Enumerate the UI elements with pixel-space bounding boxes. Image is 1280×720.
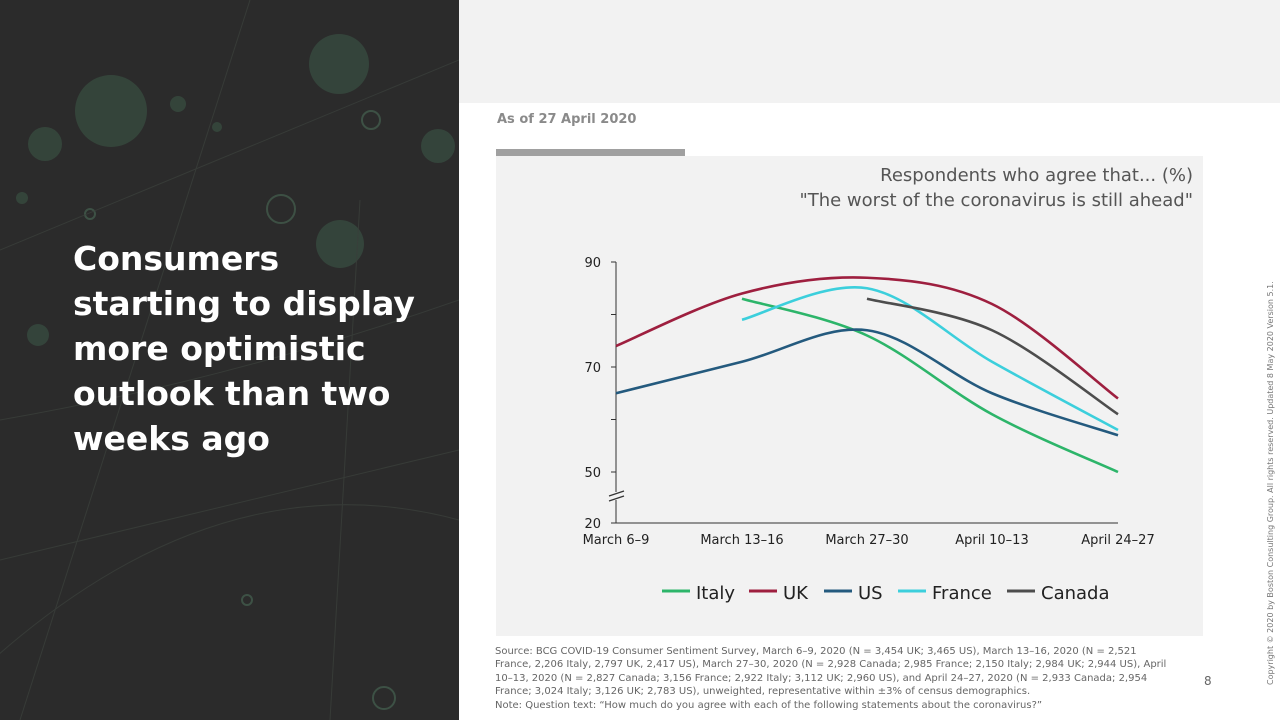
series-line-canada <box>866 297 1119 416</box>
as-of-date: As of 27 April 2020 <box>497 112 637 127</box>
y-tick-label: 70 <box>584 361 601 376</box>
source-text: Source: BCG COVID-19 Consumer Sentiment … <box>495 646 1167 698</box>
x-tick-label: April 24–27 <box>1081 533 1154 548</box>
chart-legend: Italy UK US France Canada <box>662 583 1110 604</box>
line-chart: 20 50 70 90 March 6–9 March 13–16 March 27–30… <box>583 256 1155 604</box>
slide-headline: Consumers starting to display more optim… <box>73 239 415 458</box>
chart-panel: 20 50 70 90 March 6–9 March 13–16 March 27–30… <box>496 156 1203 636</box>
x-axis-labels: March 6–9 March 13–16 March 27–30 April 10–… <box>583 533 1155 548</box>
y-tick-label: 50 <box>584 466 601 481</box>
y-tick-label: 20 <box>584 517 601 532</box>
legend-label-uk: UK <box>783 583 809 604</box>
series-line-france <box>741 286 1119 432</box>
legend-label-italy: Italy <box>696 583 735 604</box>
series-line-uk <box>615 276 1119 400</box>
x-tick-label: April 10–13 <box>955 533 1028 548</box>
background-network-graphic <box>0 0 459 720</box>
y-axis-ticks: 20 50 70 90 <box>584 256 616 532</box>
note-text: Note: Question text: “How much do you ag… <box>495 699 1043 711</box>
source-note: Source: BCG COVID-19 Consumer Sentiment … <box>495 645 1175 712</box>
chart-title: Respondents who agree that... (%) <box>880 165 1193 186</box>
legend-label-france: France <box>932 583 992 604</box>
x-tick-label: March 27–30 <box>825 533 908 548</box>
chart-title-block: Respondents who agree that... (%) "The w… <box>799 163 1193 213</box>
y-tick-label: 90 <box>584 256 601 271</box>
title-panel: Consumers starting to display more optim… <box>0 0 459 720</box>
series-lines <box>615 276 1119 474</box>
x-tick-label: March 13–16 <box>700 533 783 548</box>
series-line-italy <box>741 297 1119 474</box>
top-band <box>459 0 1280 103</box>
legend-label-us: US <box>858 583 883 604</box>
page-number: 8 <box>1204 674 1212 688</box>
chart-subtitle: "The worst of the coronavirus is still a… <box>799 190 1193 211</box>
axis-break <box>606 490 626 502</box>
copyright-notice: Copyright © 2020 by Boston Consulting Gr… <box>1266 281 1275 685</box>
x-tick-label: March 6–9 <box>583 533 650 548</box>
series-line-us <box>615 328 1119 437</box>
accent-bar <box>496 149 685 156</box>
legend-label-canada: Canada <box>1041 583 1110 604</box>
